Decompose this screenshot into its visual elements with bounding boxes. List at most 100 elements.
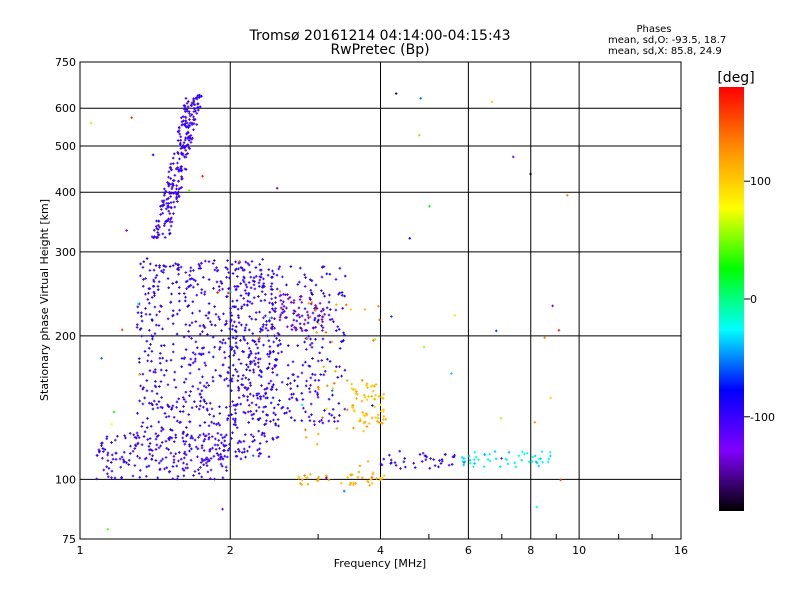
data-point	[257, 281, 261, 285]
data-point	[292, 299, 296, 302]
data-point	[196, 102, 199, 106]
data-point	[161, 427, 165, 431]
data-point	[315, 331, 318, 334]
data-point	[255, 274, 258, 278]
data-point	[236, 275, 239, 278]
data-point	[171, 282, 175, 285]
data-point	[163, 264, 166, 268]
data-point	[223, 439, 227, 443]
data-point	[285, 283, 288, 287]
data-point	[212, 414, 216, 418]
data-point	[165, 466, 168, 470]
data-point	[327, 397, 331, 401]
data-point	[306, 310, 309, 314]
data-point	[152, 280, 156, 283]
data-point	[198, 404, 202, 408]
data-point	[340, 294, 344, 297]
data-point	[227, 366, 231, 369]
data-point	[198, 309, 202, 313]
data-point	[147, 401, 151, 405]
data-point	[221, 507, 224, 511]
data-point	[159, 368, 163, 372]
data-point	[154, 448, 158, 451]
data-point	[188, 135, 191, 139]
data-point	[172, 200, 176, 204]
data-point	[198, 381, 202, 385]
data-point	[150, 350, 154, 353]
data-point	[248, 445, 251, 449]
data-point	[256, 396, 260, 400]
data-point	[158, 310, 161, 313]
data-point	[317, 379, 321, 382]
data-point	[493, 450, 497, 453]
data-point	[218, 345, 222, 349]
data-point	[303, 307, 307, 311]
data-point	[438, 459, 441, 462]
data-point	[540, 450, 544, 453]
data-point	[171, 342, 175, 346]
data-point	[197, 108, 200, 112]
data-point	[249, 406, 253, 410]
y-tick-label: 400	[55, 186, 76, 199]
x-tick-label: 8	[527, 544, 534, 557]
data-point	[160, 204, 164, 207]
data-point	[269, 388, 273, 391]
data-point	[197, 367, 201, 371]
data-point	[236, 441, 240, 445]
data-point	[222, 449, 225, 452]
data-point	[330, 317, 334, 321]
data-point	[141, 372, 145, 376]
data-point	[275, 358, 279, 361]
data-point	[217, 453, 220, 457]
data-point	[301, 398, 305, 401]
data-point	[233, 408, 237, 412]
data-point	[253, 438, 256, 442]
data-point	[246, 386, 250, 390]
data-point	[173, 174, 177, 177]
data-point	[164, 207, 168, 211]
data-point	[360, 378, 364, 382]
data-point	[155, 443, 159, 447]
data-point	[162, 203, 166, 207]
data-point	[155, 392, 159, 395]
data-point	[215, 266, 218, 269]
data-point	[277, 351, 280, 355]
data-point	[318, 351, 322, 355]
data-point	[245, 363, 248, 367]
data-point	[286, 325, 289, 329]
data-point	[189, 357, 193, 361]
data-point	[89, 121, 93, 125]
data-point	[450, 372, 453, 375]
data-point	[233, 349, 236, 353]
data-point	[219, 462, 223, 466]
data-point	[156, 235, 159, 239]
data-point	[300, 327, 303, 330]
data-point	[165, 197, 169, 201]
data-point	[191, 361, 195, 365]
data-point	[254, 352, 258, 356]
data-point	[330, 340, 334, 344]
data-point	[146, 438, 150, 441]
stats-heading: Phases	[636, 24, 671, 35]
data-point	[119, 465, 123, 469]
data-point	[325, 407, 328, 411]
data-point	[225, 275, 228, 279]
data-point	[447, 463, 451, 467]
data-point	[198, 424, 202, 428]
data-point	[390, 315, 393, 318]
data-point	[300, 329, 304, 333]
colorbar-tick-label: 0	[750, 293, 757, 306]
data-point	[209, 477, 212, 480]
data-point	[184, 390, 188, 394]
x-tick-label: 6	[465, 544, 472, 557]
data-point	[316, 359, 320, 363]
data-point	[168, 265, 172, 268]
data-point	[274, 364, 278, 367]
data-point	[232, 354, 236, 357]
data-point	[204, 434, 208, 438]
data-point	[269, 379, 273, 383]
data-point	[203, 293, 206, 296]
data-point	[207, 436, 211, 439]
data-point	[222, 338, 225, 342]
data-point	[286, 383, 289, 386]
